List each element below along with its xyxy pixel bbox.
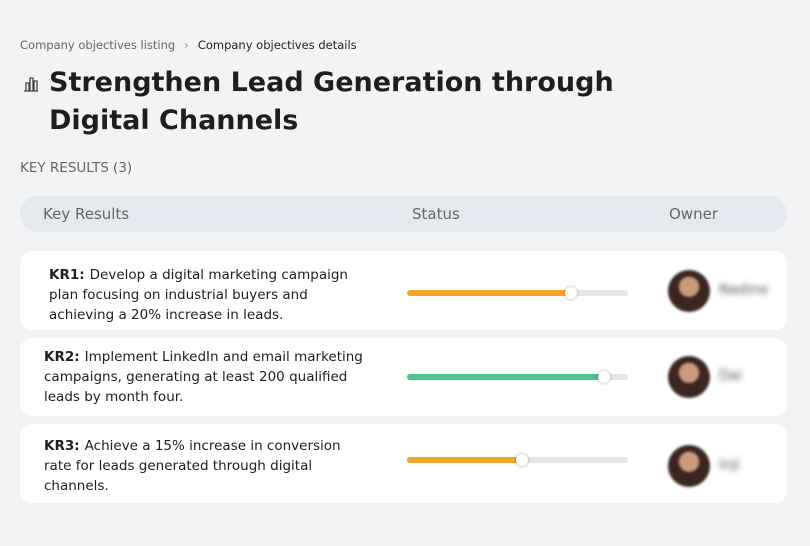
key-result-row: KR3: Achieve a 15% increase in conversion…: [20, 424, 787, 503]
key-result-label: KR1:: [49, 267, 85, 283]
key-result-text: KR1: Develop a digital marketing campaign…: [49, 265, 375, 325]
progress-knob: [597, 371, 610, 383]
key-result-description: Develop a digital marketing campaign pla…: [49, 267, 348, 323]
progress-track: [407, 371, 628, 383]
progress-knob: [515, 454, 528, 466]
breadcrumb-current: Company objectives details: [197, 38, 357, 52]
progress-fill: [407, 457, 522, 463]
progress-fill: [407, 289, 571, 296]
column-header: Owner: [669, 205, 718, 223]
key-result-description: Implement LinkedIn and email marketing c…: [44, 349, 363, 405]
breadcrumb: Company objectives listing › Company objec…: [20, 38, 357, 52]
key-result-label: KR2:: [44, 349, 80, 365]
column-header: Key Results: [43, 205, 130, 223]
objective-icon: [24, 77, 38, 92]
key-result-row: KR2: Implement LinkedIn and email marketi…: [20, 338, 787, 416]
owner-avatar: [668, 356, 710, 398]
owner-avatar: [668, 444, 710, 487]
progress-track: [407, 286, 628, 299]
table-header: Key Results Status Owner: [20, 196, 787, 232]
owner-name: Nadine: [719, 281, 769, 298]
progress-track: [407, 454, 628, 466]
owner-name: Dai: [719, 368, 743, 384]
separator: ›: [184, 38, 189, 52]
owner-name: Inji: [719, 456, 740, 473]
progress-knob: [564, 286, 577, 299]
column-header: Status: [412, 205, 460, 223]
key-result-row: KR1: Develop a digital marketing campaign…: [20, 251, 787, 330]
progress-fill: [407, 374, 604, 380]
page-title: Strengthen Lead Generation through Digit…: [49, 67, 614, 136]
key-result-label: KR3:: [44, 438, 80, 454]
key-result-description: Achieve a 15% increase in conversion rat…: [44, 438, 341, 494]
key-result-text: KR3: Achieve a 15% increase in conversion…: [44, 436, 370, 496]
key-result-text: KR2: Implement LinkedIn and email marketi…: [44, 347, 370, 407]
owner-avatar: [668, 269, 710, 312]
section-title: KEY RESULTS (3): [20, 160, 133, 176]
breadcrumb-link[interactable]: Company objectives listing: [20, 38, 176, 52]
